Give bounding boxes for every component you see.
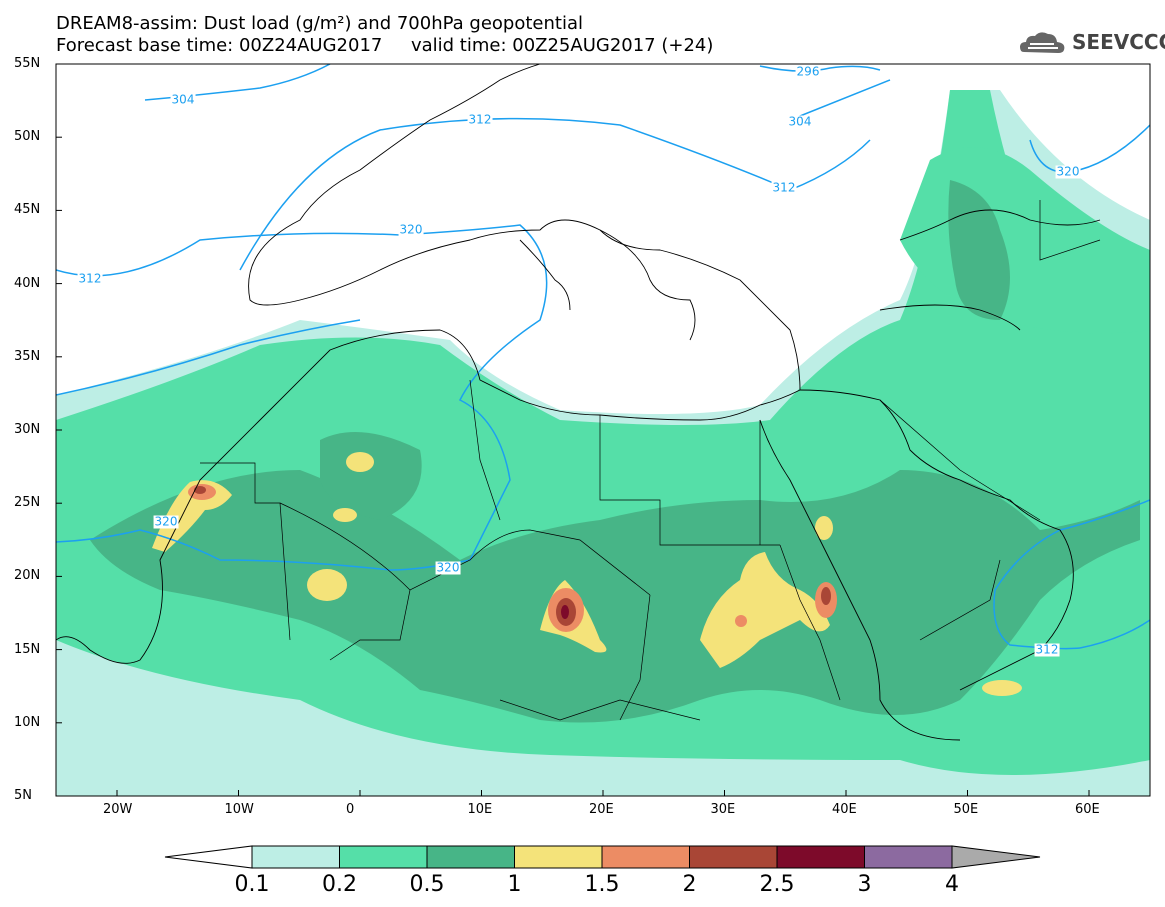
lon-label: 40E <box>832 802 857 817</box>
lon-label: 10E <box>467 802 493 817</box>
dust-level-1-f <box>333 508 357 522</box>
dust-level-2-c <box>821 587 831 605</box>
dust-level-0.5-b <box>320 432 422 520</box>
lon-label: 60E <box>1075 802 1100 817</box>
colorbar-swatch <box>426 845 515 869</box>
contour-label: 296 <box>795 64 821 79</box>
dust-level-0.5-c <box>948 180 1010 320</box>
dust-level-1-a <box>152 480 232 552</box>
lat-label: 10N <box>14 714 41 730</box>
colorbar-swatch <box>514 845 603 869</box>
contour-312-south <box>56 319 361 396</box>
contour-label: 312 <box>771 180 797 195</box>
colorbar-swatch <box>864 845 953 869</box>
contour-312-se <box>1079 619 1150 649</box>
contour-label: 304 <box>787 114 813 129</box>
dust-level-2-a <box>194 486 206 494</box>
colorbar-min-arrow <box>164 845 253 869</box>
contour-label: 320 <box>1055 164 1081 179</box>
lat-label: 55N <box>14 56 41 71</box>
dust-level-1-h <box>815 516 833 540</box>
contour-296 <box>759 65 881 72</box>
lat-label: 5N <box>14 788 32 803</box>
lat-label: 15N <box>14 641 41 657</box>
colorbar-label: 3 <box>857 872 872 897</box>
lat-label: 40N <box>14 275 41 291</box>
lat-label: 20N <box>14 568 41 584</box>
lon-label: 50E <box>953 802 979 817</box>
colorbar <box>164 845 1041 869</box>
lon-label: 20E <box>589 802 614 817</box>
colorbar-swatch <box>776 845 865 869</box>
title-line-1: DREAM8-assim: Dust load (g/m²) and 700hP… <box>56 13 583 34</box>
logo-text: SEEVCCC <box>1072 30 1165 54</box>
contour-label: 320 <box>398 222 424 237</box>
lon-label: 10W <box>224 802 254 817</box>
contour-label: 320 <box>153 514 179 529</box>
contour-label: 312 <box>77 271 103 286</box>
dust-level-1-e <box>307 569 347 601</box>
colorbar-label: 1 <box>507 872 522 897</box>
colorbar-label: 2 <box>682 872 697 897</box>
colorbar-swatch <box>601 845 690 869</box>
dust-level-1-b <box>700 552 830 668</box>
contour-320-north <box>56 224 548 571</box>
tick-marks <box>56 63 1090 797</box>
lon-label: 0 <box>346 802 355 817</box>
borders <box>200 200 1101 721</box>
colorbar-label: 0.5 <box>409 872 445 897</box>
lat-label: 25N <box>14 495 41 511</box>
dust-level-1-d <box>346 452 374 472</box>
colorbar-swatch <box>251 845 340 869</box>
colorbar-max-arrow <box>951 845 1041 869</box>
colorbar-label: 0.2 <box>322 872 357 897</box>
colorbar-label: 2.5 <box>759 872 795 897</box>
lat-label: 45N <box>14 202 41 218</box>
contour-label: 312 <box>1034 642 1060 657</box>
dust-level-1-g <box>982 680 1022 696</box>
dust-level-1.5-d <box>735 615 747 627</box>
contour-label: 304 <box>170 92 196 107</box>
colorbar-label: 1.5 <box>584 872 620 897</box>
lon-label: 30E <box>710 802 736 817</box>
colorbar-swatch <box>339 845 428 869</box>
dust-level-2.5 <box>561 605 569 619</box>
colorbar-label: 0.1 <box>234 872 270 897</box>
colorbar-swatch <box>689 845 778 869</box>
lat-label: 50N <box>14 129 41 145</box>
contour-label: 312 <box>467 112 493 127</box>
cloud-logo-icon <box>1020 32 1065 53</box>
lat-label: 30N <box>14 422 41 437</box>
lon-label: 20W <box>103 802 133 817</box>
title-line-2: Forecast base time: 00Z24AUG2017 valid t… <box>56 35 714 56</box>
lat-label: 35N <box>14 348 41 364</box>
dust-level-0.5 <box>90 470 1140 723</box>
contour-label: 320 <box>435 560 461 575</box>
colorbar-label: 4 <box>945 872 959 897</box>
